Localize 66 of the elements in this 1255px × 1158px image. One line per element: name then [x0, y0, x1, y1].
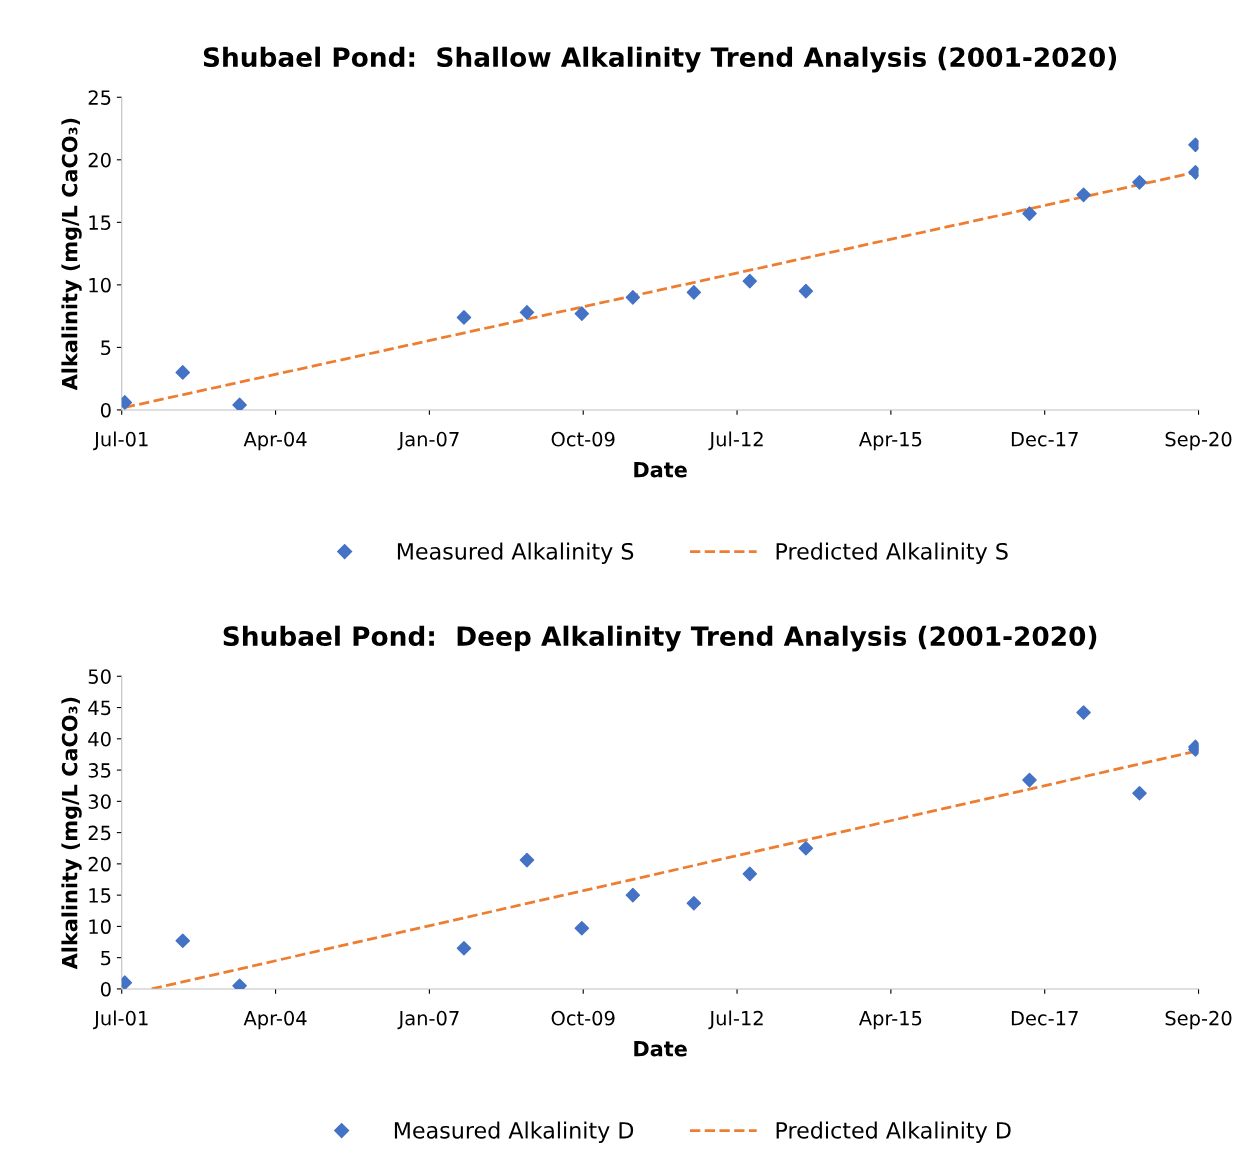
y-tick-label: 25 — [88, 90, 111, 105]
x-tick-label: Apr-04 — [243, 1010, 307, 1030]
legend-label: Predicted Alkalinity D — [776, 1121, 1011, 1143]
x-tick-label: Oct-09 — [551, 431, 615, 447]
chart-title: Shubael Pond: Shallow Alkalinity Trend Analysis (2001-2020) — [203, 46, 1117, 73]
y-axis-title: Alkalinity (mg/L CaCO₃) — [61, 118, 82, 391]
point — [456, 310, 472, 325]
x-tick-label: Dec-17 — [1011, 1011, 1078, 1026]
y-tick-label: 5 — [101, 340, 111, 356]
x-tick-label: Sep-20 — [1165, 431, 1232, 451]
point — [742, 273, 758, 289]
x-tick-label: Sep-20 — [1165, 1010, 1232, 1030]
x-tick-label: Dec-17 — [1011, 432, 1078, 447]
x-axis-title: Date — [634, 1041, 687, 1057]
point — [1076, 705, 1091, 720]
y-tick-label: 35 — [88, 763, 111, 778]
y-axis-title: Alkalinity (mg/L CaCO₃) — [61, 697, 82, 970]
point — [232, 397, 247, 410]
legend-label: Predicted Alkalinity S — [776, 542, 1008, 564]
x-tick-label: Apr-15 — [858, 432, 922, 451]
point — [456, 941, 472, 956]
y-tick-label: 15 — [89, 215, 111, 230]
point — [798, 283, 814, 299]
y-tick-label: 50 — [88, 669, 111, 684]
point — [686, 285, 702, 300]
point — [175, 933, 191, 949]
point — [1022, 772, 1037, 788]
y-tick-label: 5 — [101, 950, 111, 966]
y-tick-label: 0 — [100, 981, 111, 997]
y-tick-label: 45 — [88, 700, 111, 716]
x-tick-label: Jan-07 — [397, 1010, 459, 1030]
point — [519, 852, 535, 868]
x-tick-label: Jul-01 — [93, 1010, 148, 1030]
point — [574, 306, 590, 321]
x-tick-label: Jul-12 — [708, 1010, 763, 1030]
point — [1132, 175, 1147, 190]
point — [574, 920, 590, 936]
y-tick-label: 30 — [88, 794, 111, 809]
y-tick-label: 10 — [89, 277, 111, 293]
x-tick-label: Jul-01 — [93, 431, 148, 451]
legend-label: Measured Alkalinity S — [397, 542, 634, 564]
y-tick-label: 0 — [100, 402, 111, 418]
x-tick-label: Oct-09 — [551, 1010, 615, 1026]
y-tick-label: 15 — [89, 888, 111, 903]
x-tick-label: Jul-12 — [708, 431, 763, 451]
point — [175, 365, 191, 380]
y-tick-label: 10 — [89, 919, 111, 935]
chart-title: Shubael Pond: Deep Alkalinity Trend Analysis (2001-2020) — [223, 625, 1097, 652]
point — [798, 840, 814, 856]
x-tick-label: Apr-04 — [243, 431, 307, 451]
point — [1132, 785, 1147, 801]
x-tick-label: Apr-15 — [858, 1011, 922, 1030]
point — [519, 305, 535, 320]
x-tick-label: Jan-07 — [397, 431, 459, 451]
y-tick-label: 40 — [88, 731, 111, 747]
point — [1076, 187, 1091, 203]
point — [1022, 206, 1037, 221]
x-axis-title: Date — [634, 462, 687, 478]
point — [742, 866, 758, 882]
y-tick-label: 20 — [88, 856, 111, 872]
point — [686, 895, 702, 911]
legend-label: Measured Alkalinity D — [394, 1121, 634, 1143]
point — [625, 887, 641, 903]
y-tick-label: 25 — [88, 825, 111, 841]
y-tick-label: 20 — [88, 152, 111, 168]
point — [625, 290, 641, 305]
